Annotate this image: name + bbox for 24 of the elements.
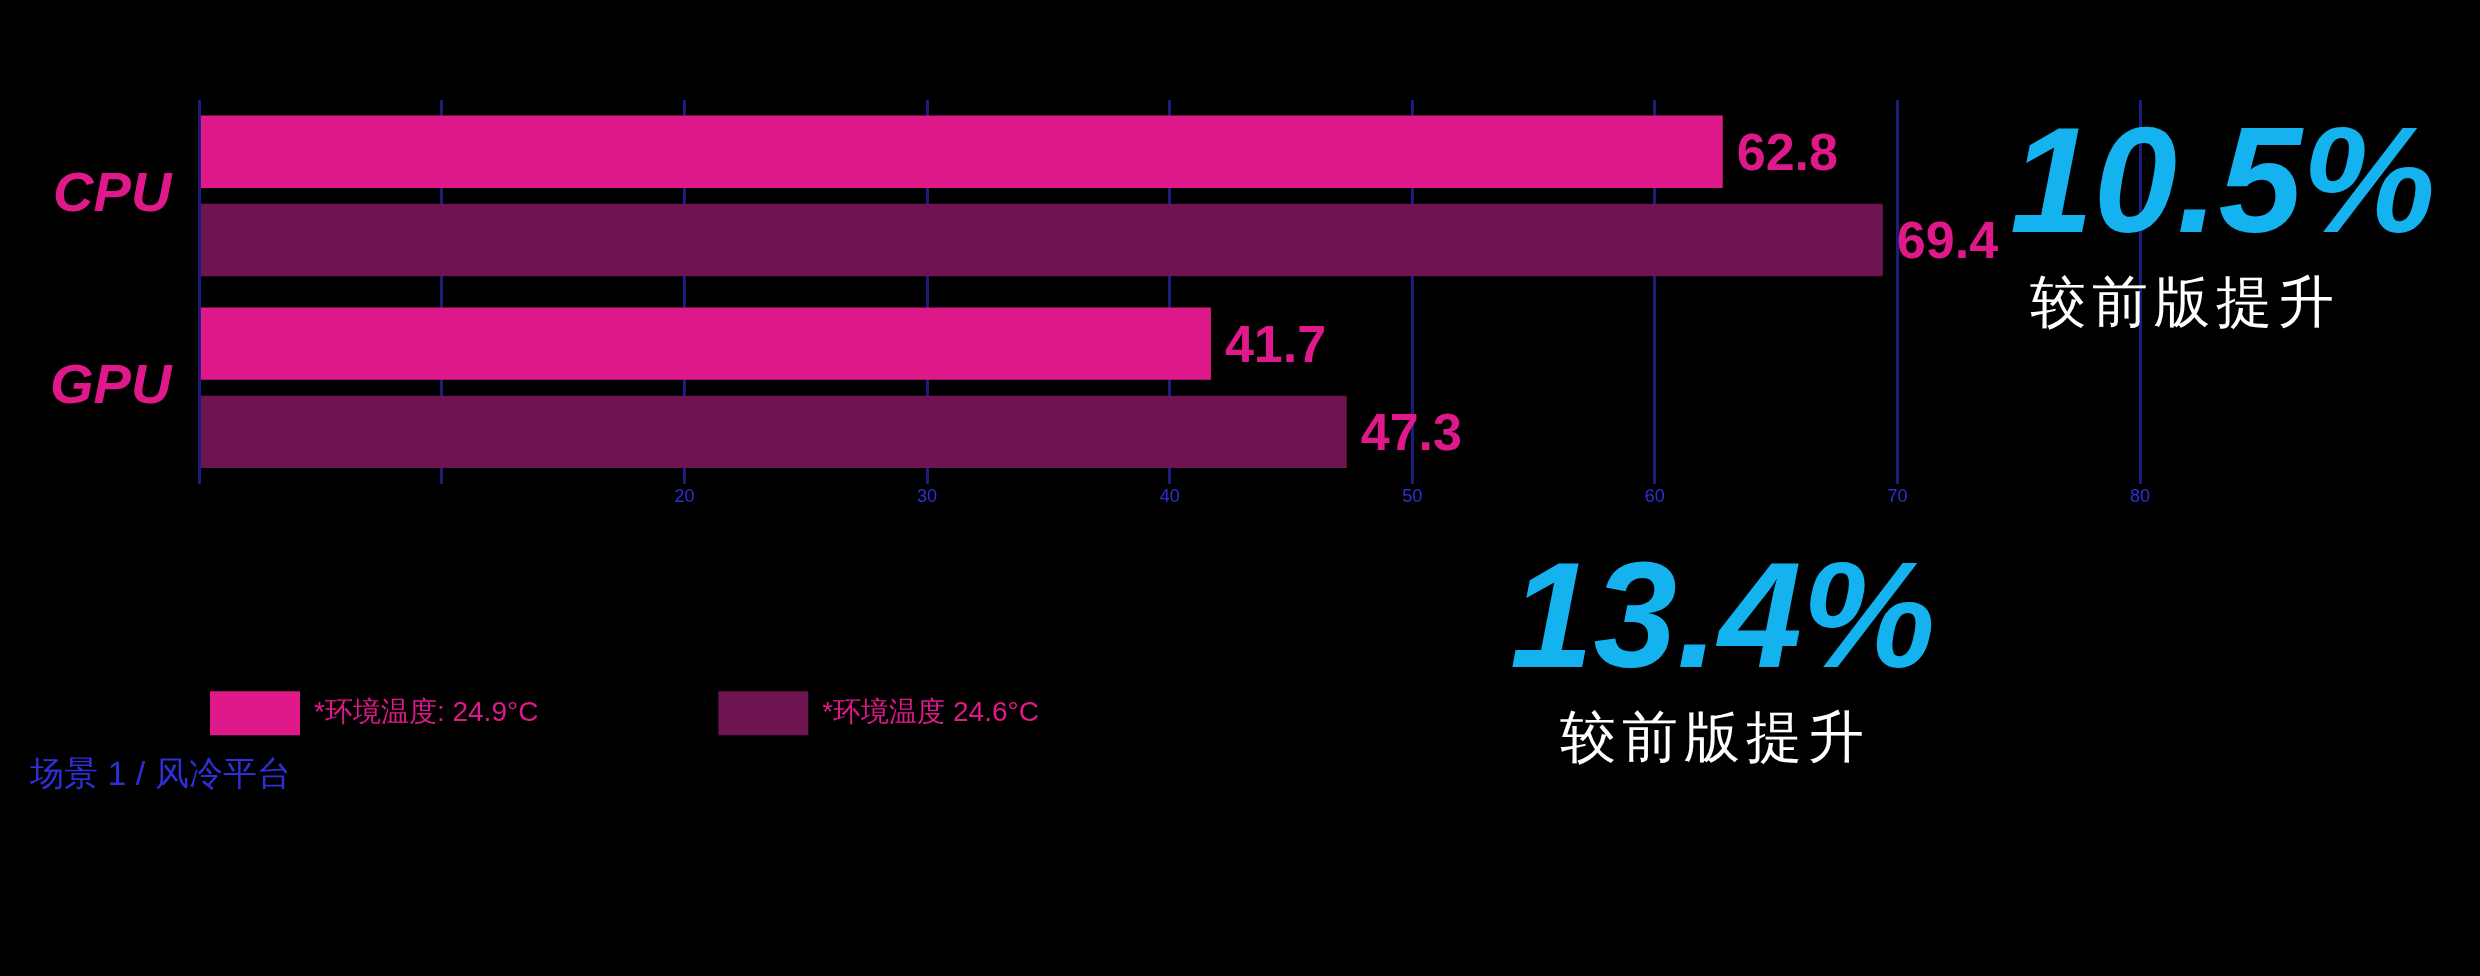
x-tick-label: 50: [1402, 486, 1423, 507]
x-tick-label: 80: [2129, 486, 2151, 507]
bar: [200, 307, 1211, 380]
legend-label: *环境温度: 24.9°C: [314, 695, 539, 727]
annotation: 较前版提升: [2030, 268, 2340, 336]
x-tick-label: 30: [917, 486, 938, 507]
bar: [200, 115, 1723, 188]
annotation: 10.5%: [2010, 96, 2436, 264]
data-label: 69.4: [1896, 211, 1999, 270]
text: 13.4%: [1510, 531, 1936, 699]
y-tick-label: GPU: [49, 352, 173, 416]
x-tick-label: 40: [1159, 486, 1180, 507]
x-tick-label: 70: [1887, 486, 1908, 507]
legend-label: *环境温度 24.6°C: [822, 695, 1039, 727]
text: 场景 1 / 风冷平台: [29, 753, 291, 792]
data-label: 62.8: [1736, 123, 1838, 182]
data-label: 41.7: [1224, 314, 1327, 373]
text: 较前版提升: [1560, 703, 1870, 771]
bar: [200, 203, 1883, 277]
y-tick-label: CPU: [53, 160, 173, 224]
x-tick-label: 60: [1644, 486, 1665, 507]
x-tick-label: 20: [674, 486, 695, 507]
data-label: 47.3: [1360, 403, 1462, 462]
bar: [200, 395, 1347, 468]
